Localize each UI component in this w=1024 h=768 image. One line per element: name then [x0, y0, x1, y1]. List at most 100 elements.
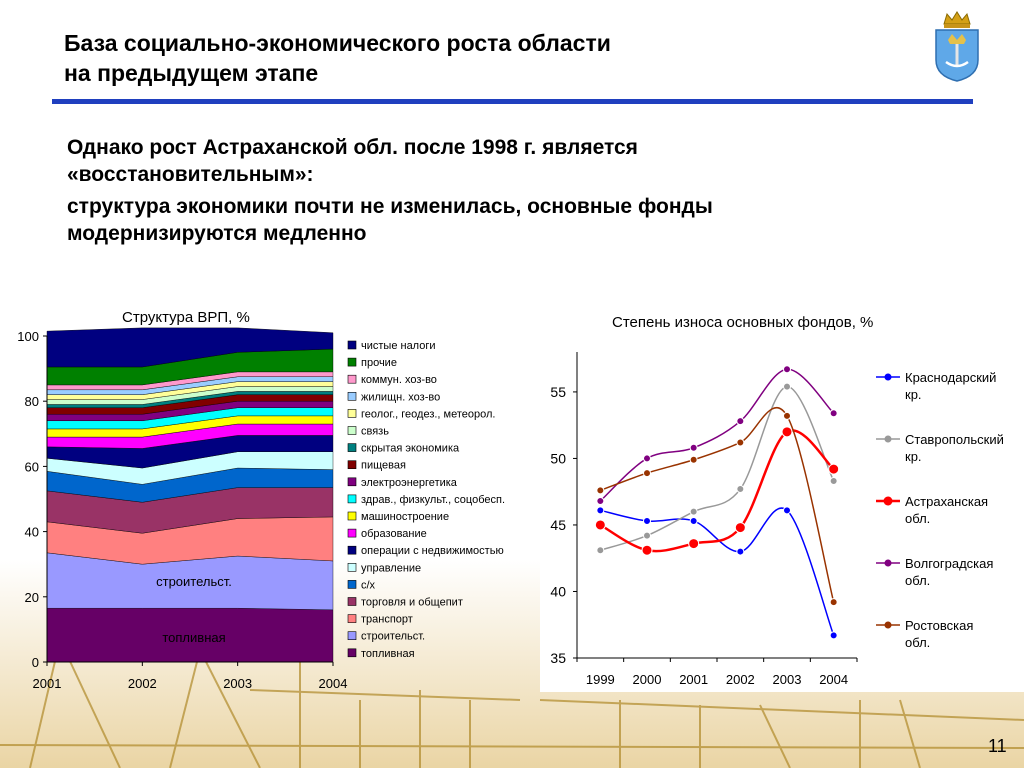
depreciation-chart: 35 40 45 50 55 1999 2000 2001 2002 2003 2004 Красно… [550, 352, 1004, 687]
legend-swatch-управление [347, 563, 357, 572]
conclusion-text: структура экономики почти не изменилась,… [67, 193, 713, 247]
point-ставропольский-кр-2003 [783, 382, 791, 391]
point-ставропольский-кр-2000 [643, 531, 651, 540]
legend-label-волгоградская-обл: Волгоградская [905, 556, 993, 571]
point-волгоградская-обл-2001 [689, 443, 698, 452]
legend-label-коммун-хоз-во: коммун. хоз-во [361, 374, 437, 386]
wear-y-tick-label: 55 [550, 384, 566, 400]
point-волгоградская-обл-2002 [736, 417, 745, 426]
point-ростовская-обл-2002 [736, 438, 745, 447]
legend-swatch-здрав-физкульт-соцобесп [347, 494, 357, 504]
wear-y-tick-label: 50 [550, 450, 566, 466]
legend-label-ставропольский-кр: Ставропольский [905, 432, 1004, 447]
legend-marker-ростовская-обл [884, 621, 892, 629]
point-краснодарский-кр-2004 [829, 631, 838, 640]
point-ростовская-обл-2001 [689, 455, 698, 464]
legend-swatch-с-х [347, 580, 357, 589]
grp-x-tick-label: 2004 [319, 676, 348, 691]
legend-label-жилищн-хоз-во: жилищн. хоз-во [361, 391, 440, 403]
legend-swatch-строительст [347, 631, 357, 641]
conclusion-line-2: модернизируются медленно [67, 222, 367, 245]
legend-swatch-коммун-хоз-во [347, 374, 357, 384]
title-divider [52, 99, 973, 104]
point-ростовская-обл-1999 [596, 486, 605, 495]
point-астраханская-обл-2001 [688, 538, 700, 550]
point-краснодарский-кр-1999 [596, 506, 605, 515]
grp-y-tick-label: 100 [17, 329, 39, 344]
legend-label-топливная: топливная [361, 648, 415, 660]
grp-x-tick-label: 2003 [223, 676, 252, 691]
legend-label-операции-с-недвижимостью: операции с недвижимостью [361, 545, 504, 557]
inline-label-stroitelstvo: строительст. [156, 574, 232, 589]
inline-label-toplivnaya: топливная [162, 630, 225, 645]
point-волгоградская-обл-1999 [596, 497, 605, 506]
point-волгоградская-обл-2004 [829, 409, 838, 418]
point-волгоградская-обл-2003 [783, 365, 791, 374]
point-астраханская-обл-2000 [641, 544, 653, 556]
legend-swatch-образование [347, 528, 357, 538]
legend-label-торговля-и-общепит: торговля и общепит [361, 597, 463, 609]
point-ростовская-обл-2004 [829, 598, 838, 607]
legend-swatch-пищевая [347, 460, 357, 469]
legend-label-транспорт: транспорт [361, 614, 413, 626]
point-ставропольский-кр-2002 [736, 485, 745, 494]
grp-y-tick-label: 0 [32, 655, 39, 670]
legend-swatch-жилищн-хоз-во [347, 392, 357, 401]
legend-swatch-электроэнергетика [347, 477, 357, 487]
intro-text: Однако рост Астраханской обл. после 1998… [67, 134, 638, 188]
point-ростовская-обл-2003 [783, 411, 791, 420]
title-line-2: на предыдущем этапе [64, 60, 319, 86]
legend-label-астраханская-обл-cont: обл. [905, 511, 930, 526]
wear-y-tick-label: 45 [550, 517, 566, 533]
line-series-краснодарский-кр [600, 507, 835, 636]
legend-swatch-прочие [347, 357, 357, 367]
point-волгоградская-обл-2000 [643, 454, 651, 463]
wear-y-tick-label: 35 [550, 650, 566, 666]
point-ставропольский-кр-1999 [596, 546, 605, 555]
legend-swatch-машиностроение [347, 511, 357, 521]
legend-label-связь: связь [361, 426, 389, 438]
grp-x-tick-label: 2001 [33, 676, 62, 691]
legend-marker-ставропольский-кр [884, 435, 892, 443]
legend-swatch-чистые-налоги [347, 340, 357, 350]
grp-structure-chart: 0 20 40 60 80 100 2001 2002 2003 2004 топливная стр… [17, 327, 505, 691]
legend-label-пищевая: пищевая [361, 460, 406, 472]
line-series-ставропольский-кр [600, 385, 835, 551]
line-series-волгоградская-обл [599, 368, 835, 502]
intro-line-2: «восстановительным»: [67, 163, 314, 186]
legend-label-ростовская-обл-cont: обл. [905, 635, 930, 650]
legend-label-управление: управление [361, 562, 421, 574]
legend-marker-астраханская-обл [883, 496, 893, 506]
legend-label-прочие: прочие [361, 357, 397, 369]
legend-label-краснодарский-кр-cont: кр. [905, 387, 922, 402]
point-астраханская-обл-2003 [781, 426, 793, 438]
point-краснодарский-кр-2000 [643, 516, 651, 525]
depreciation-chart-panel [540, 352, 1024, 692]
legend-label-образование: образование [361, 528, 427, 540]
legend-swatch-геолог-геодез-метеорол [347, 409, 357, 418]
wear-x-tick-label: 2000 [633, 672, 662, 687]
point-астраханская-обл-2004 [828, 463, 840, 475]
wear-x-tick-label: 2001 [679, 672, 708, 687]
point-ставропольский-кр-2001 [689, 507, 698, 516]
astrakhan-coat-of-arms-icon [935, 11, 979, 82]
legend-label-с-х: с/х [361, 579, 376, 591]
title-line-1: База социально-экономического роста обла… [64, 30, 611, 56]
grp-chart-title: Структура ВРП, % [122, 309, 250, 326]
legend-swatch-операции-с-недвижимостью [347, 545, 357, 555]
legend-swatch-транспорт [347, 614, 357, 623]
grp-y-tick-label: 60 [25, 459, 39, 474]
wear-x-tick-label: 2004 [819, 672, 848, 687]
legend-label-ростовская-обл: Ростовская [905, 618, 973, 633]
legend-label-здрав-физкульт-соцобесп: здрав., физкульт., соцобесп. [361, 494, 505, 506]
legend-swatch-топливная [347, 648, 357, 658]
area-series-чистые-налоги [46, 327, 334, 368]
grp-y-tick-label: 20 [25, 590, 39, 605]
legend-swatch-связь [347, 426, 357, 435]
point-ставропольский-кр-2004 [829, 477, 838, 486]
point-астраханская-обл-1999 [594, 519, 606, 531]
legend-label-краснодарский-кр: Краснодарский [905, 370, 996, 385]
wear-x-tick-label: 1999 [586, 672, 615, 687]
grp-x-tick-label: 2002 [128, 676, 157, 691]
legend-label-машиностроение: машиностроение [361, 511, 449, 523]
